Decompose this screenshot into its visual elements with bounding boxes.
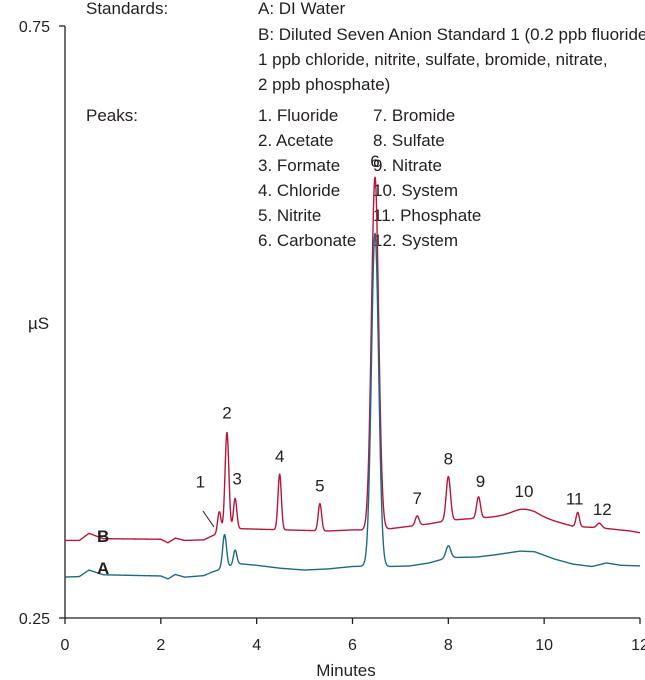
standards-heading: Standards: bbox=[86, 0, 168, 18]
trace-label-b: B bbox=[97, 527, 109, 546]
peak-legend-2: 2. Acetate bbox=[258, 131, 334, 150]
x-tick-label-4: 4 bbox=[252, 637, 261, 654]
y-tick-label-top: 0.75 bbox=[19, 19, 50, 36]
peak-number-3: 3 bbox=[232, 469, 241, 488]
peak-number-10: 10 bbox=[515, 482, 534, 501]
standard-b-line3: 2 ppb phosphate) bbox=[258, 75, 390, 94]
peak-legend-6: 6. Carbonate bbox=[258, 231, 356, 250]
peak-number-9: 9 bbox=[476, 472, 485, 491]
peak-legend-10: 10. System bbox=[373, 181, 458, 200]
y-tick-label-bottom: 0.25 bbox=[19, 611, 50, 628]
trace-a-line bbox=[65, 233, 640, 579]
x-tick-label-12: 12 bbox=[631, 637, 645, 654]
peak-number-5: 5 bbox=[315, 477, 324, 496]
peaks-heading: Peaks: bbox=[86, 106, 138, 125]
peak-number-4: 4 bbox=[275, 447, 284, 466]
peak-number-1: 1 bbox=[196, 473, 205, 492]
peak-number-8: 8 bbox=[444, 450, 453, 469]
peak-legend-1: 1. Fluoride bbox=[258, 106, 338, 125]
peak-number-11: 11 bbox=[566, 489, 584, 508]
y-axis-label: µS bbox=[28, 314, 49, 333]
standard-a: A: DI Water bbox=[258, 0, 346, 18]
standard-b-line1: B: Diluted Seven Anion Standard 1 (0.2 p… bbox=[258, 25, 645, 44]
peak-legend-7: 7. Bromide bbox=[373, 106, 455, 125]
x-tick-label-10: 10 bbox=[535, 637, 553, 654]
standard-b-line2: 1 ppb chloride, nitrite, sulfate, bromid… bbox=[258, 50, 608, 69]
peak-number-12: 12 bbox=[593, 500, 612, 519]
peak-legend-3: 3. Formate bbox=[258, 156, 340, 175]
peak-number-2: 2 bbox=[222, 404, 231, 423]
x-tick-label-2: 2 bbox=[156, 637, 165, 654]
peak-legend-9: 9. Nitrate bbox=[373, 156, 442, 175]
trace-label-a: A bbox=[97, 559, 109, 578]
peak-legend-4: 4. Chloride bbox=[258, 181, 340, 200]
x-axis-label: Minutes bbox=[316, 661, 376, 680]
peak-legend-8: 8. Sulfate bbox=[373, 131, 445, 150]
peak-legend-11: 11. Phosphate bbox=[373, 206, 481, 225]
x-ticks: 0 2 4 6 8 10 12 bbox=[61, 618, 645, 654]
peak-number-6: 6 bbox=[370, 152, 379, 171]
x-tick-label-6: 6 bbox=[348, 637, 357, 654]
peak-1-leader-line bbox=[203, 511, 214, 527]
x-tick-label-8: 8 bbox=[444, 637, 453, 654]
x-tick-label-0: 0 bbox=[61, 637, 70, 654]
peak-number-7: 7 bbox=[412, 489, 421, 508]
peak-legend-5: 5. Nitrite bbox=[258, 206, 321, 225]
peak-legend-12: 12. System bbox=[373, 231, 458, 250]
legend: Standards: A: DI Water B: Diluted Seven … bbox=[86, 0, 645, 250]
